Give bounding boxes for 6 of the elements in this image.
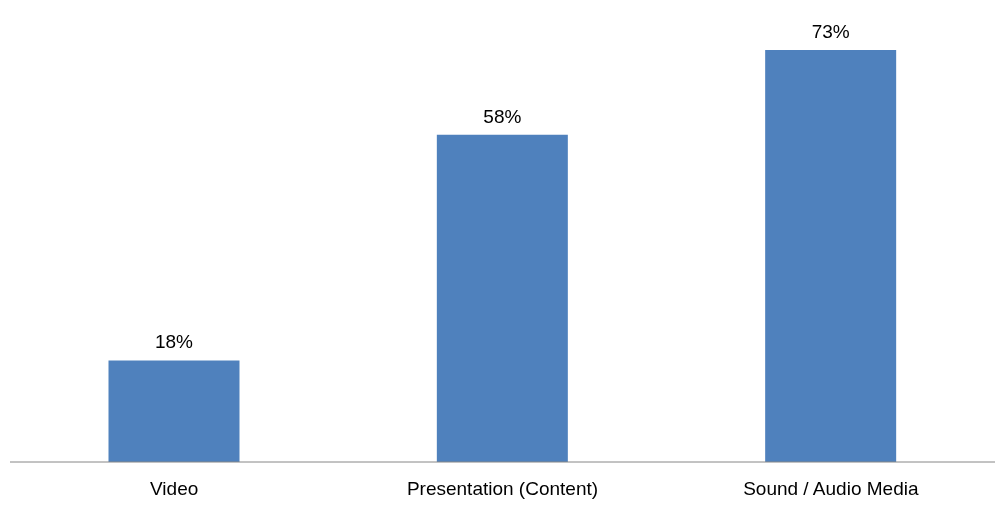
x-tick-label: Video xyxy=(150,478,199,500)
data-label: 73% xyxy=(811,21,850,42)
x-tick-label: Sound / Audio Media xyxy=(743,478,919,500)
data-label: 18% xyxy=(154,331,194,353)
data-label: 58% xyxy=(483,105,522,127)
x-tick-label: Presentation (Content) xyxy=(406,478,599,500)
